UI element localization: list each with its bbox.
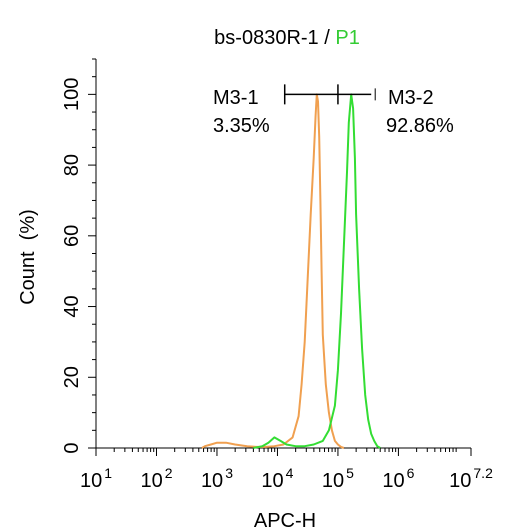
chart-title: bs-0830R-1 / P1 [214,27,360,49]
y-tick-label: 100 [61,78,83,111]
y-tick-label: 20 [61,366,83,388]
y-axis-ticks: 0 20 40 60 80 100 [61,58,96,454]
x-tick-label: 10 4 [261,465,293,492]
y-axis-label: Count (%) [17,209,39,305]
x-tick-label: 10 1 [80,465,112,492]
x-axis-label: APC-H [254,510,316,531]
y-tick-label: 60 [61,225,83,247]
series-line-sample [253,93,381,449]
marker-m3-2-percent: 92.86% [386,115,454,137]
title-gate: P1 [335,27,359,49]
markers-group: M3-1 3.35% M3-2 92.86% [213,84,454,137]
series-group [201,93,381,449]
x-tick-label: 10 2 [140,465,172,492]
x-tick-label: 10 5 [322,465,354,492]
series-line-control [201,93,345,449]
title-separator: / [319,27,336,49]
title-sample: bs-0830R-1 [214,27,319,49]
x-tick-label: 10 7.2 [449,465,493,492]
marker-m3-2-name: M3-2 [388,87,434,109]
y-tick-label: 40 [61,295,83,317]
x-tick-label: 10 3 [201,465,233,492]
x-tick-label: 10 6 [382,465,414,492]
y-tick-label: 80 [61,154,83,176]
marker-m3-1-name: M3-1 [213,87,259,109]
x-axis-ticks: 10 1 10 2 10 3 10 4 10 5 10 6 10 7.2 [80,448,493,492]
y-tick-label: 0 [61,442,83,453]
marker-m3-1-percent: 3.35% [213,115,270,137]
